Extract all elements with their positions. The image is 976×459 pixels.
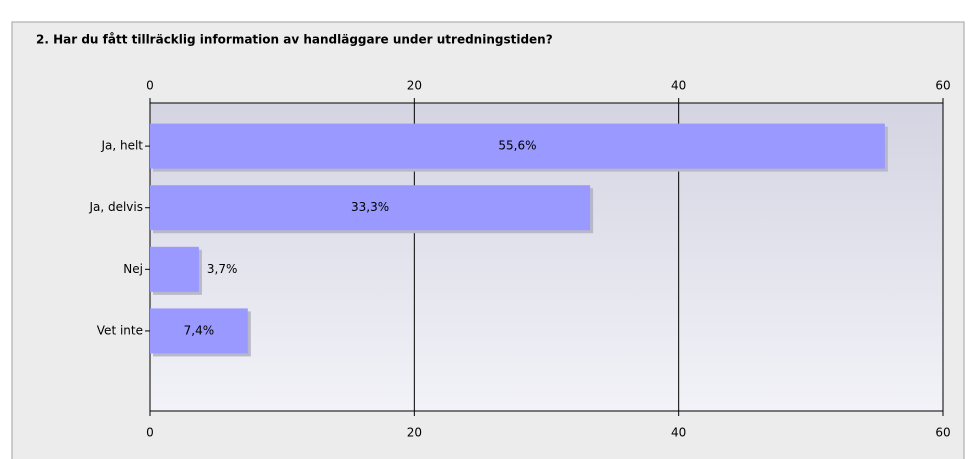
bar (150, 185, 591, 231)
y-tick-label: Ja, delvis (88, 200, 143, 214)
y-tick-label: Vet inte (97, 323, 143, 337)
x-tick-label: 40 (671, 79, 686, 93)
data-label: 33,3% (351, 200, 389, 214)
x-tick-label: 60 (935, 426, 950, 440)
x-tick-label: 20 (407, 426, 422, 440)
y-tick-label: Ja, helt (100, 139, 143, 153)
data-label: 7,4% (184, 323, 215, 337)
bar (150, 308, 248, 354)
x-tick-label: 20 (407, 79, 422, 93)
x-tick-label: 0 (146, 79, 154, 93)
data-label: 55,6% (498, 139, 536, 153)
chart-title: 2. Har du fått tillräcklig information a… (36, 33, 553, 47)
bar (150, 246, 199, 292)
x-tick-label: 40 (671, 426, 686, 440)
bar (150, 123, 885, 169)
x-tick-label: 0 (146, 426, 154, 440)
data-label: 3,7% (207, 262, 238, 276)
y-tick-label: Nej (123, 262, 143, 276)
x-tick-label: 60 (935, 79, 950, 93)
